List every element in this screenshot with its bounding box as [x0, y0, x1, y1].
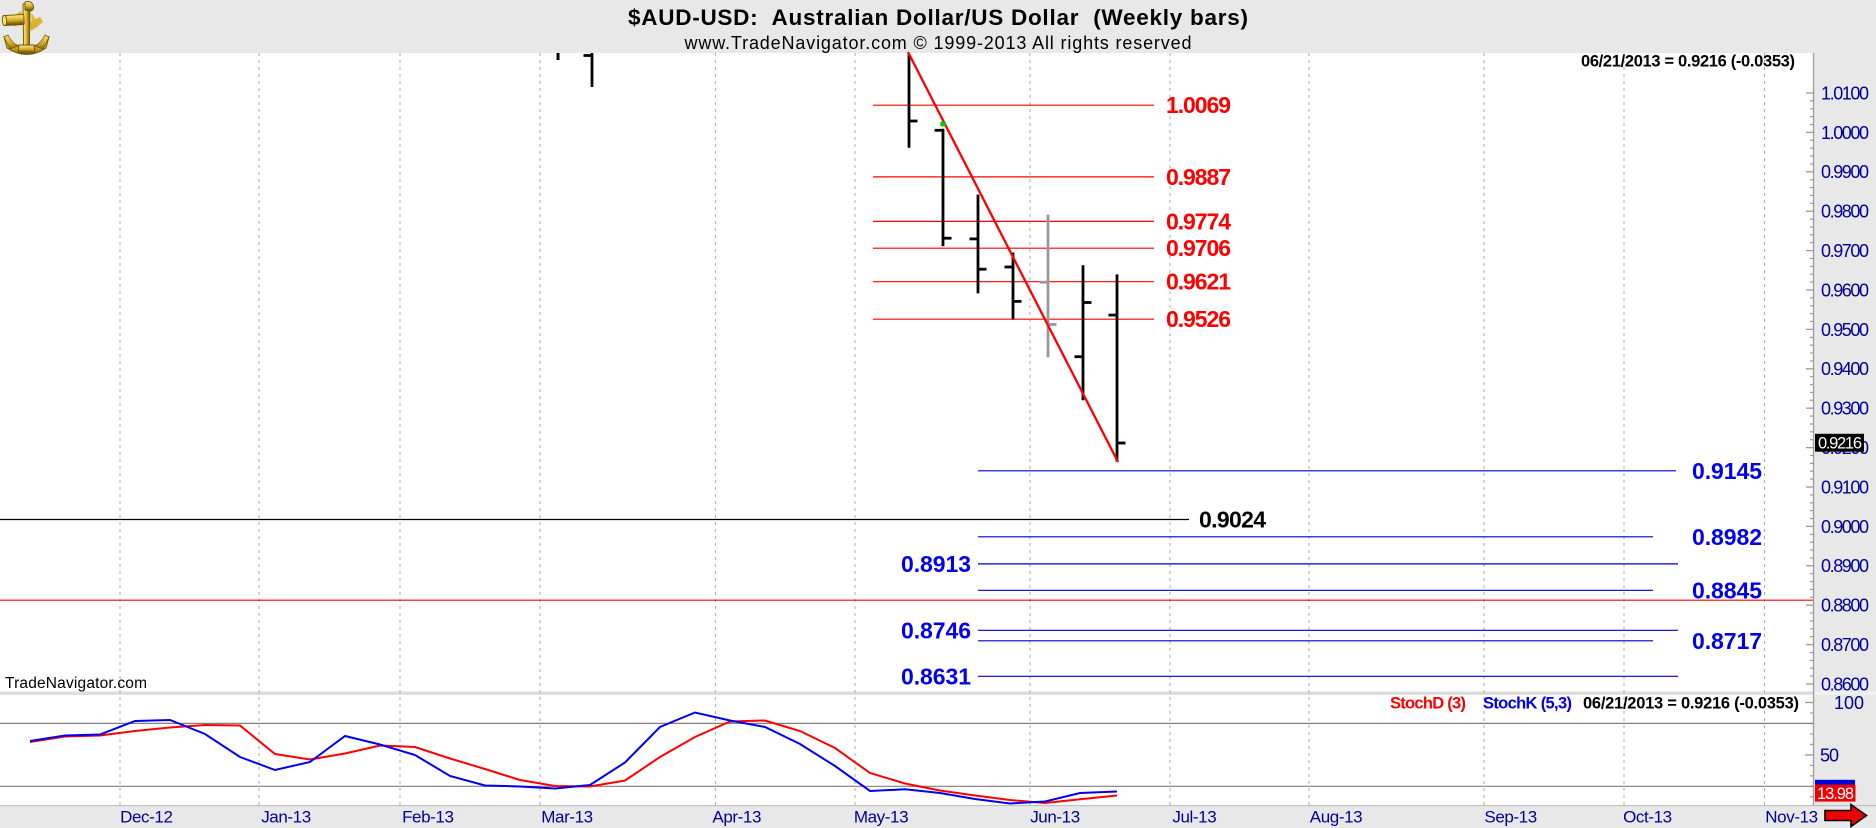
- svg-text:0.9000: 0.9000: [1821, 517, 1869, 537]
- svg-text:0.8631: 0.8631: [901, 663, 971, 689]
- svg-text:0.9400: 0.9400: [1821, 359, 1869, 379]
- svg-text:0.9700: 0.9700: [1821, 241, 1869, 261]
- svg-text:0.8746: 0.8746: [901, 617, 971, 643]
- svg-text:06/21/2013 = 0.9216 (-0.0353): 06/21/2013 = 0.9216 (-0.0353): [1583, 695, 1799, 713]
- svg-text:0.8913: 0.8913: [901, 551, 971, 577]
- svg-text:Nov-13: Nov-13: [1765, 808, 1817, 827]
- svg-text:0.9621: 0.9621: [1166, 269, 1231, 295]
- svg-text:1.0069: 1.0069: [1166, 92, 1231, 118]
- svg-text:0.8800: 0.8800: [1821, 596, 1869, 616]
- svg-text:Sep-13: Sep-13: [1484, 808, 1536, 827]
- svg-text:$AUD-USD: Australian Dollar/U: $AUD-USD: Australian Dollar/US Dollar (W…: [628, 5, 1248, 30]
- svg-text:Mar-13: Mar-13: [541, 808, 592, 827]
- svg-text:100: 100: [1834, 693, 1864, 713]
- svg-text:May-13: May-13: [854, 808, 908, 827]
- svg-text:0.9800: 0.9800: [1821, 202, 1869, 222]
- svg-text:0.8845: 0.8845: [1692, 577, 1762, 603]
- svg-text:0.9887: 0.9887: [1166, 164, 1231, 190]
- svg-text:TradeNavigator.com: TradeNavigator.com: [5, 675, 147, 692]
- svg-text:0.8600: 0.8600: [1821, 674, 1869, 694]
- svg-text:0.9300: 0.9300: [1821, 399, 1869, 419]
- svg-text:0.9145: 0.9145: [1692, 458, 1762, 484]
- svg-text:0.8700: 0.8700: [1821, 635, 1869, 655]
- svg-text:Feb-13: Feb-13: [402, 808, 453, 827]
- svg-text:0.8982: 0.8982: [1692, 524, 1762, 550]
- svg-text:StochK (5,3): StochK (5,3): [1483, 695, 1572, 713]
- svg-text:0.9526: 0.9526: [1166, 306, 1231, 332]
- svg-text:StochD (3): StochD (3): [1390, 695, 1466, 713]
- svg-text:50: 50: [1820, 745, 1839, 765]
- svg-text:0.9900: 0.9900: [1821, 162, 1869, 182]
- svg-text:13.98: 13.98: [1817, 785, 1854, 803]
- svg-text:1.0000: 1.0000: [1821, 123, 1869, 143]
- svg-text:Jul-13: Jul-13: [1172, 808, 1216, 827]
- svg-text:0.9500: 0.9500: [1821, 320, 1869, 340]
- svg-text:0.8900: 0.8900: [1821, 556, 1869, 576]
- svg-text:Jun-13: Jun-13: [1030, 808, 1080, 827]
- svg-text:06/21/2013 = 0.9216 (-0.0353): 06/21/2013 = 0.9216 (-0.0353): [1581, 53, 1795, 71]
- svg-text:0.8717: 0.8717: [1692, 628, 1762, 654]
- svg-text:Jan-13: Jan-13: [261, 808, 311, 827]
- svg-text:1.0100: 1.0100: [1821, 83, 1869, 103]
- svg-text:Oct-13: Oct-13: [1623, 808, 1672, 827]
- svg-text:0.9100: 0.9100: [1821, 477, 1869, 497]
- svg-text:Apr-13: Apr-13: [712, 808, 761, 827]
- svg-text:0.9024: 0.9024: [1199, 507, 1266, 533]
- svg-text:0.9706: 0.9706: [1166, 235, 1231, 261]
- svg-text:Dec-12: Dec-12: [120, 808, 172, 827]
- svg-text:0.9216: 0.9216: [1818, 434, 1862, 452]
- svg-text:www.TradeNavigator.com © 1999-: www.TradeNavigator.com © 1999-2013 All r…: [684, 33, 1192, 53]
- svg-text:0.9600: 0.9600: [1821, 280, 1869, 300]
- svg-text:0.9774: 0.9774: [1166, 208, 1231, 234]
- svg-text:Aug-13: Aug-13: [1310, 808, 1362, 827]
